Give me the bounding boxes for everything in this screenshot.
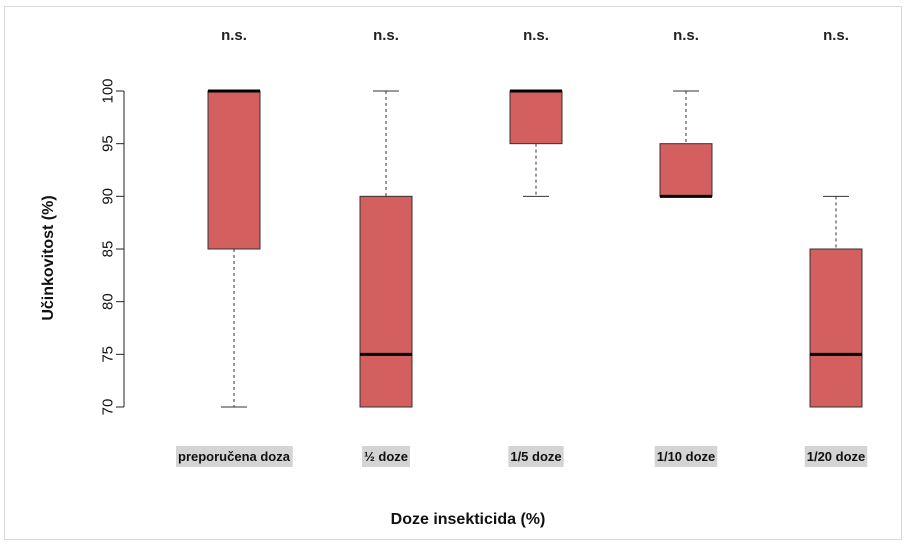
box-1 xyxy=(207,89,261,408)
chart-frame xyxy=(4,6,902,540)
boxes-group xyxy=(207,89,863,408)
box-body xyxy=(359,195,413,408)
category-label-background xyxy=(176,446,293,467)
category-label: ½ doze xyxy=(364,449,408,464)
box-3 xyxy=(509,89,563,197)
y-tick-label: 95 xyxy=(99,135,116,152)
category-label-background xyxy=(654,446,718,467)
significance-label: n.s. xyxy=(523,27,549,44)
box-body xyxy=(207,90,261,250)
category-label-background xyxy=(361,446,411,467)
category-label: 1/10 doze xyxy=(657,449,716,464)
category-label-group: 1/5 doze xyxy=(508,446,564,467)
category-label-group: ½ doze xyxy=(361,446,411,467)
box-5 xyxy=(809,195,863,408)
box-body xyxy=(809,248,863,408)
y-tick-label: 75 xyxy=(99,346,116,363)
y-tick-label: 70 xyxy=(99,399,116,416)
category-label: 1/20 doze xyxy=(807,449,866,464)
category-label: 1/5 doze xyxy=(510,449,561,464)
y-tick-label: 90 xyxy=(99,188,116,205)
y-axis: 70 75 80 85 90 95 100 xyxy=(99,78,125,416)
category-label: preporučena doza xyxy=(178,449,291,464)
y-tick-label: 80 xyxy=(99,293,116,310)
significance-label: n.s. xyxy=(221,27,247,44)
category-labels: preporučena doza ½ doze 1/5 doze 1/10 doze 1… xyxy=(176,446,868,467)
category-label-background xyxy=(508,446,564,467)
x-axis-title: Doze insekticida (%) xyxy=(391,511,546,528)
significance-label: n.s. xyxy=(673,27,699,44)
category-label-group: 1/10 doze xyxy=(654,446,718,467)
y-axis-title: Učinkovitost (%) xyxy=(40,195,57,320)
significance-labels: n.s. n.s. n.s. n.s. n.s. xyxy=(221,27,849,44)
box-body xyxy=(509,90,563,145)
y-tick-label: 100 xyxy=(99,78,116,103)
category-label-group: preporučena doza xyxy=(176,446,293,467)
box-body xyxy=(659,143,713,197)
significance-label: n.s. xyxy=(823,27,849,44)
y-tick-label: 85 xyxy=(99,241,116,258)
category-label-group: 1/20 doze xyxy=(804,446,868,467)
category-label-background xyxy=(804,446,868,467)
box-2 xyxy=(359,90,413,408)
box-4 xyxy=(659,90,713,198)
significance-label: n.s. xyxy=(373,27,399,44)
